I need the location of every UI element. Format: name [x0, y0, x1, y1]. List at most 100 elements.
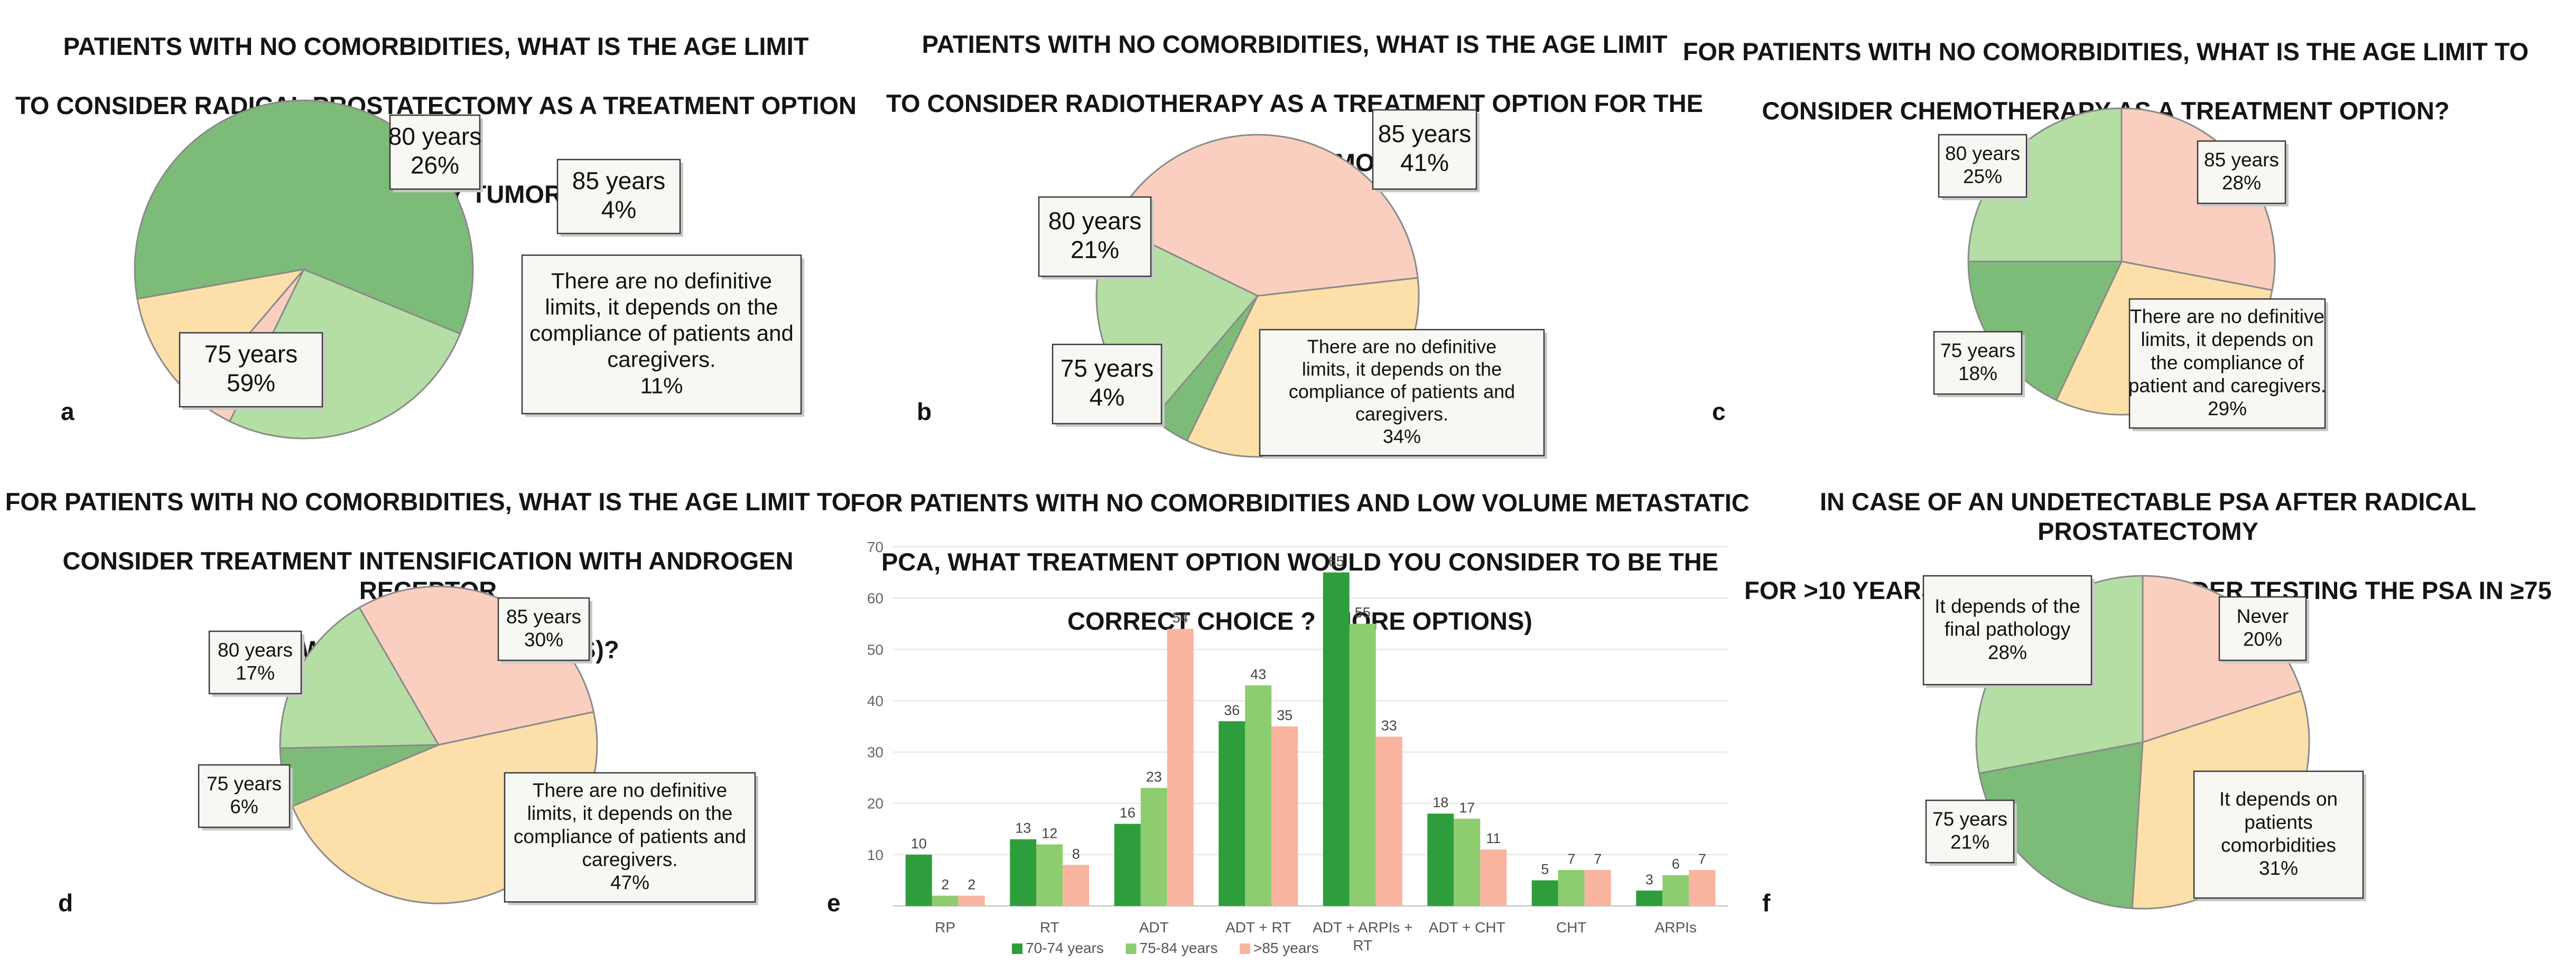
pie-label-text: It depends of the: [1935, 595, 2080, 617]
bar-value-label: 2: [968, 877, 975, 893]
label-box: [1372, 109, 1477, 190]
bar-value-label: 7: [1594, 851, 1602, 867]
bar-6-1: [1558, 870, 1585, 906]
pie-label-text: limits, it depends on the: [1302, 358, 1502, 380]
pie-label-text: There are no definitive: [551, 268, 772, 293]
bar-1-2: [1063, 865, 1090, 906]
label-box: [208, 630, 302, 695]
label-box: [504, 772, 756, 903]
x-tick-label: ADT + RT: [1225, 919, 1291, 936]
pie-label-text: There are no definitive: [2130, 306, 2324, 328]
pie-label-text: Never: [2237, 605, 2289, 627]
label-box: [1052, 343, 1163, 425]
x-tick-label: ADT + CHT: [1429, 919, 1505, 936]
bar-6-0: [1531, 880, 1558, 906]
bar-2-2: [1167, 629, 1194, 906]
pie-label-text: 85 years: [572, 167, 665, 194]
pie-label-text: limits, it depends on the: [527, 802, 733, 824]
pie-label-text: 85 years: [2204, 149, 2279, 171]
pie-label-text: 20%: [2243, 629, 2282, 650]
bar-5-2: [1480, 849, 1507, 906]
pie-label-text: 28%: [2222, 172, 2261, 194]
bar-7-2: [1689, 870, 1716, 906]
pie-label-text: limits, it depends on: [2141, 329, 2313, 350]
bar-1-1: [1036, 844, 1063, 906]
x-tick-label: ADT: [1139, 919, 1169, 936]
bar-value-label: 8: [1072, 846, 1080, 862]
pie-label-text: 75 years: [1932, 808, 2007, 830]
pie-label-text: 75 years: [204, 340, 297, 368]
label-box: [198, 764, 291, 828]
x-tick-label: RT: [1353, 937, 1372, 954]
label-box: [1938, 134, 2028, 198]
bar-value-label: 35: [1277, 707, 1292, 723]
x-tick-label: ADT + ARPIs +: [1313, 919, 1412, 936]
bar-value-label: 36: [1224, 702, 1240, 718]
pie-label-text: 11%: [640, 373, 683, 398]
panel-d-letter: d: [58, 889, 73, 917]
label-box: [389, 114, 481, 190]
bar-4-2: [1375, 736, 1402, 906]
pie-label-text: 75 years: [1061, 354, 1154, 382]
bar-value-label: 6: [1672, 856, 1680, 872]
bar-6-2: [1584, 870, 1611, 906]
bar-3-0: [1219, 721, 1245, 906]
bar-0-2: [958, 895, 985, 906]
legend-swatch: [1012, 943, 1022, 954]
pie-label-text: the compliance of: [2151, 352, 2304, 373]
panel-e-letter: e: [827, 889, 841, 917]
panel-c-letter: c: [1712, 398, 1726, 425]
bar-value-label: 54: [1173, 610, 1188, 625]
pie-label-text: compliance of patients and: [529, 321, 794, 345]
bar-value-label: 12: [1041, 825, 1057, 841]
bar-value-label: 3: [1645, 872, 1653, 887]
panel-c-title: FOR PATIENTS WITH NO COMORBIDITIES, WHAT…: [1682, 38, 2529, 125]
pie-label-text: 4%: [1090, 383, 1124, 410]
bar-value-label: 65: [1328, 554, 1344, 569]
bar-value-label: 23: [1146, 769, 1162, 785]
bar-value-label: 7: [1698, 851, 1706, 867]
bar-value-label: 55: [1355, 605, 1371, 621]
pie-label-text: patient and caregivers.: [2128, 375, 2326, 397]
pie-label-text: caregivers.: [582, 849, 678, 871]
bar-value-label: 10: [911, 836, 927, 852]
bar-4-1: [1349, 623, 1376, 906]
bar-value-label: 13: [1015, 820, 1031, 836]
pie-label-text: 28%: [1988, 641, 2027, 663]
bar-4-0: [1323, 572, 1350, 906]
pie-label-text: 6%: [230, 796, 258, 818]
pie-label-text: 25%: [1963, 166, 2002, 188]
pie-label-text: It depends on: [2219, 788, 2338, 810]
bar-3-1: [1245, 685, 1272, 906]
pie-label-text: 80 years: [1048, 207, 1141, 235]
pie-label-text: 34%: [1383, 426, 1421, 447]
panel-b-letter: b: [917, 398, 932, 425]
label-box: [2193, 770, 2364, 899]
pie-slice-a-0: [134, 99, 474, 335]
pie-label-text: 31%: [2259, 857, 2298, 879]
label-box: [556, 158, 681, 235]
pie-label-text: 47%: [610, 872, 649, 893]
y-tick-label: 60: [867, 590, 884, 606]
bar-3-2: [1271, 726, 1298, 906]
pie-label-text: compliance of patients and: [514, 826, 746, 847]
